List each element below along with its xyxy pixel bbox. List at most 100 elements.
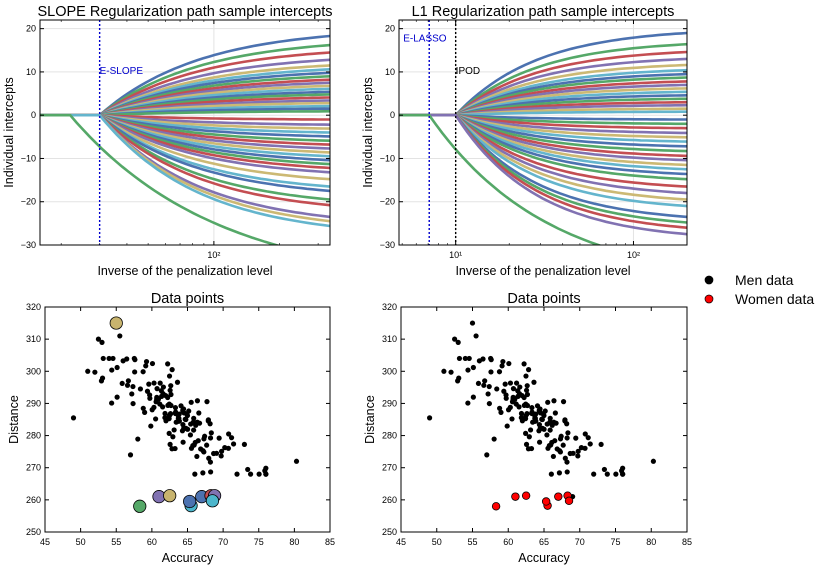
men-data-point [551,419,557,425]
men-data-point [119,380,125,387]
y-tick-label: 10 [385,67,395,77]
men-data-point [560,399,567,405]
men-data-point [452,336,458,342]
y-tick-label: 0 [31,110,36,120]
men-data-point [204,442,210,448]
legend-label: Men data [735,272,794,288]
men-data-point [162,410,168,417]
x-tick-label: 10¹ [449,250,462,260]
men-data-point [132,369,138,375]
men-data-point [171,427,177,433]
path-line [399,113,687,162]
y-tick-label: −30 [21,240,36,250]
men-data-point [143,358,150,365]
path-line [40,34,330,117]
men-data-point [529,405,535,411]
women-data-point [521,491,531,500]
men-data-point [263,471,269,477]
men-data-point [95,336,102,342]
men-data-point [466,355,472,362]
men-data-point [100,355,106,362]
path-line [399,113,687,195]
men-data-point [456,355,463,362]
men-data-point [208,469,214,475]
y-tick-label: 20 [385,24,395,34]
men-data-point [166,430,172,436]
x-tick-label: 10² [207,250,220,260]
legend-marker [704,294,714,304]
path-line [40,113,330,138]
x-tick-label: 75 [254,537,264,547]
men-data-point [523,373,529,379]
x-tick-label: 80 [289,537,299,547]
men-data-point [502,381,508,387]
men-data-point [137,386,144,392]
men-data-point [135,436,141,442]
men-data-point [170,434,176,440]
women-data-point [511,492,520,501]
x-tick-label: 50 [76,537,86,547]
slope_path-group: SLOPE Regularization path sample interce… [2,4,333,278]
men-data-point [160,391,166,397]
y-axis-label: Distance [363,395,377,444]
y-tick-label: 320 [26,302,41,312]
scatter_left-group: Data points Accuracy Distance 250 260 270 280 2… [7,291,335,565]
men-data-point [222,445,228,451]
men-data-point [204,399,210,405]
y-tick-label: −10 [380,153,395,163]
men-data-point [124,356,130,362]
men-data-point [200,470,206,476]
men-data-point [106,355,112,362]
men-data-point [114,364,120,371]
men-data-point [192,471,198,477]
chart-title: L1 Regularization path sample intercepts [412,4,675,20]
men-data-point [465,400,471,406]
men-data-point [523,441,530,447]
x-axis-label: Accuracy [162,551,214,565]
y-tick-label: 320 [382,302,397,312]
men-data-point [130,383,136,390]
men-data-point [168,383,174,389]
vline-label: IPOD [456,66,480,77]
women-data-point [554,492,563,501]
men-data-point [534,403,541,409]
men-data-point [441,368,447,374]
y-tick-label: 290 [382,398,397,408]
chart-title: Data points [151,291,224,307]
path-line [399,113,687,148]
vline-label: E-SLOPE [100,66,144,77]
vline-label: E-LASSO [403,34,447,45]
men-data-point [491,436,497,442]
men-data-point [99,339,105,345]
men-data-point [144,388,151,394]
men-data-point [455,339,461,345]
men-data-point [172,409,179,415]
men-data-point [528,445,535,452]
men-data-point [125,378,131,384]
y-axis-label: Individual intercepts [361,77,375,187]
men-data-point [163,418,169,424]
men-data-point [178,403,184,409]
path-line [399,50,687,117]
men-data-point [245,466,251,473]
men-data-point [548,442,554,448]
men-data-point [191,415,197,421]
path-line [399,113,687,224]
path-line [399,68,687,117]
men-data-point [485,391,491,397]
y-tick-label: 20 [26,24,36,34]
path-line [399,63,687,117]
men-data-point [180,422,186,428]
men-data-point [501,388,507,394]
x-tick-label: 55 [467,537,477,547]
men-data-point [143,363,149,369]
y-tick-label: 310 [382,334,397,344]
men-data-point [109,400,115,406]
path-line [399,113,687,143]
men-data-point [195,438,201,444]
men-data-point [542,408,548,414]
men-data-point [486,400,492,407]
men-data-point [140,405,146,411]
men-data-point [226,431,232,437]
y-tick-label: 250 [382,527,397,537]
